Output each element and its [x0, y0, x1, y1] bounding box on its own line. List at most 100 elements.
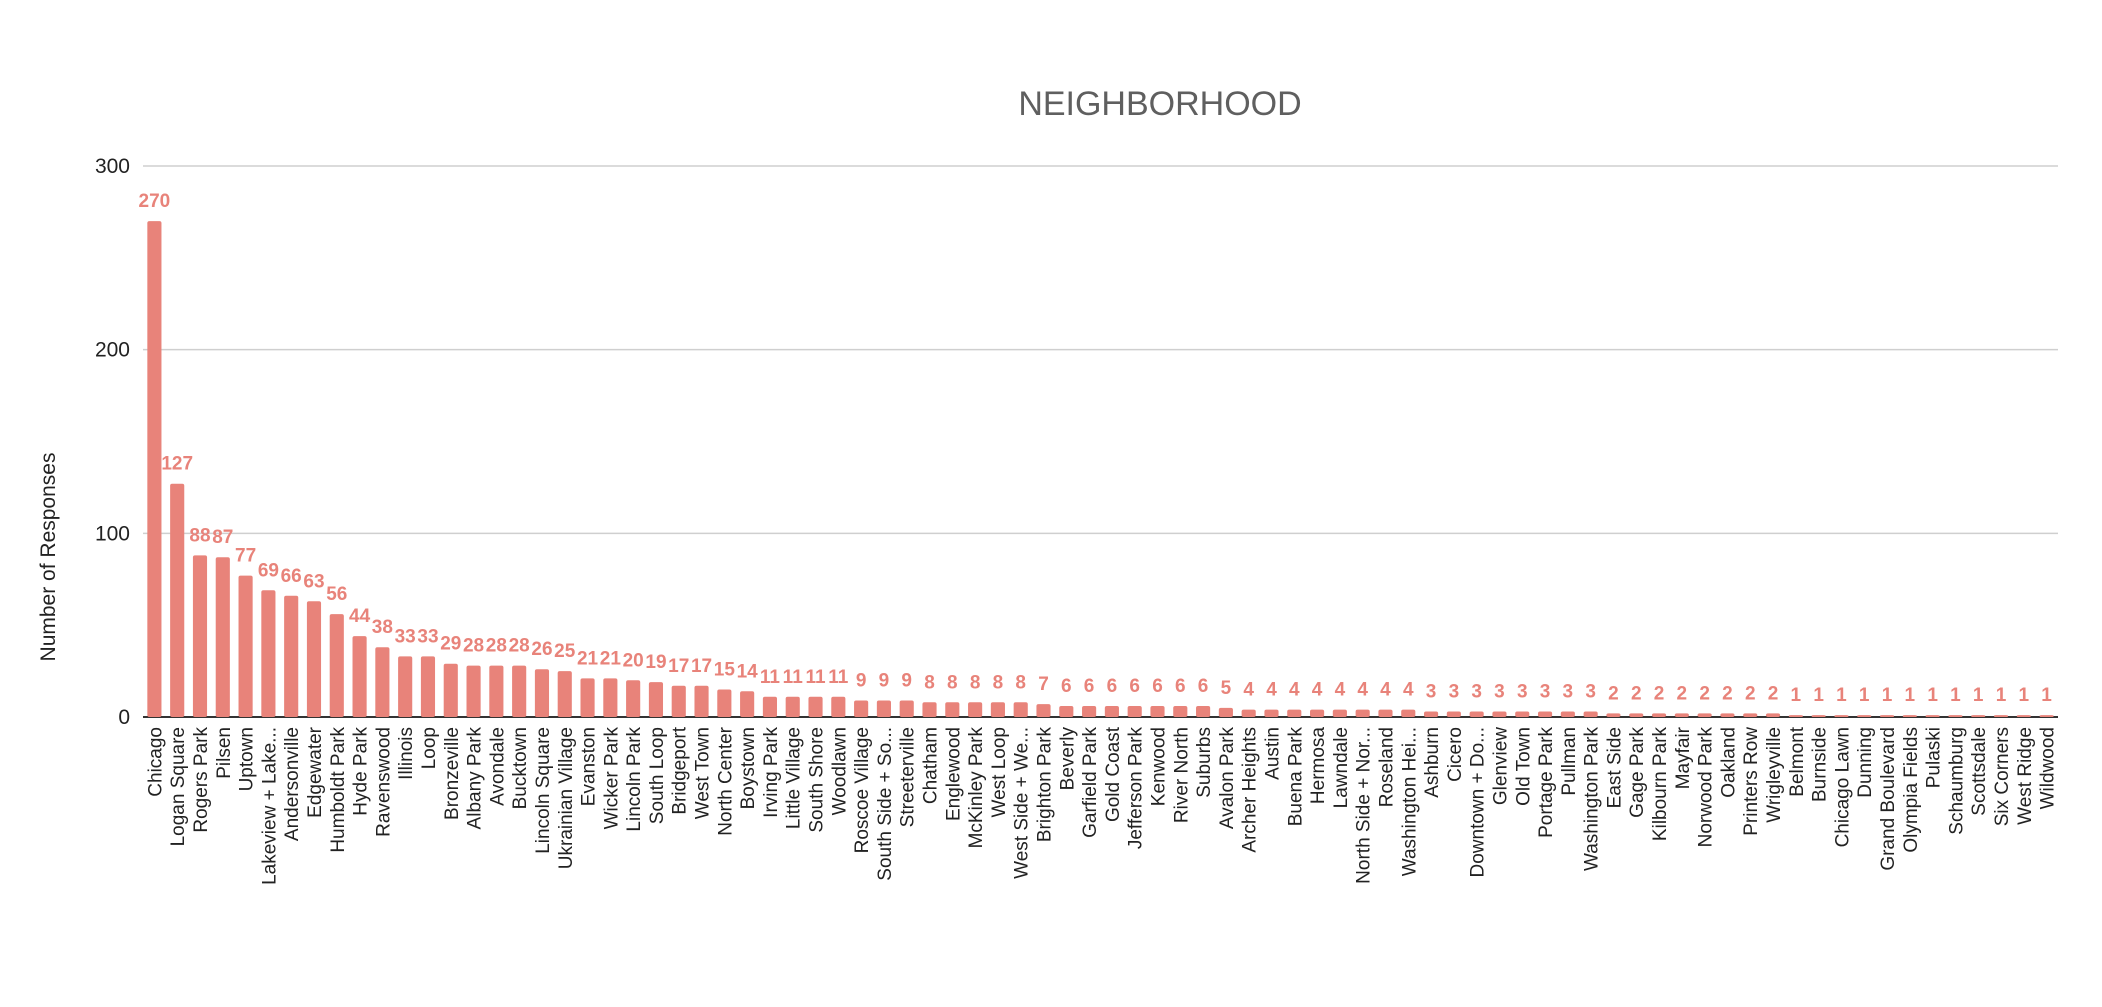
- data-label: 88: [189, 525, 210, 546]
- x-tick-label: Grand Boulevard: [1878, 727, 1899, 871]
- x-tick-label: Brighton Park: [1035, 727, 1056, 843]
- bar: [147, 221, 162, 717]
- bar: [1697, 713, 1712, 717]
- x-tick-label: Edgewater: [305, 726, 326, 818]
- y-tick-label: 300: [95, 155, 130, 178]
- bar: [899, 700, 914, 717]
- x-tick-label: Olympia Fields: [1901, 727, 1922, 853]
- bar: [1651, 713, 1667, 717]
- x-tick-label: Lincoln Square: [533, 727, 554, 854]
- x-tick-label: Englewood: [943, 727, 964, 821]
- data-label: 21: [577, 648, 599, 669]
- data-label: 8: [970, 672, 981, 693]
- bar: [1446, 711, 1461, 717]
- x-tick-label: Andersonville: [282, 727, 303, 841]
- x-tick-label: Streeterville: [898, 727, 919, 827]
- data-label: 28: [509, 636, 530, 657]
- bar: [1127, 705, 1142, 717]
- bar: [534, 669, 550, 717]
- bar: [329, 614, 344, 717]
- x-tick-label: North Center: [715, 726, 736, 835]
- x-tick-label: Lincoln Park: [624, 727, 645, 832]
- bar: [443, 663, 458, 717]
- data-label: 19: [645, 652, 666, 673]
- data-label: 7: [1038, 674, 1049, 695]
- bar: [1674, 713, 1689, 717]
- x-tick-label: Hermosa: [1308, 727, 1329, 805]
- bar: [945, 702, 960, 717]
- y-tick-label: 100: [95, 522, 130, 545]
- x-tick-label: McKinley Park: [966, 727, 987, 849]
- x-tick-label: Ravenswood: [373, 727, 394, 837]
- bar: [580, 678, 595, 717]
- bar: [1332, 709, 1347, 717]
- bar: [1036, 704, 1051, 717]
- bar: [1583, 711, 1598, 717]
- x-tick-label: North Side + Nor...: [1354, 727, 1375, 884]
- bar: [1196, 705, 1211, 717]
- data-label: 25: [554, 641, 576, 662]
- x-tick-label: Jefferson Park: [1126, 727, 1147, 850]
- bar: [831, 696, 846, 717]
- bar: [375, 647, 390, 717]
- data-label: 4: [1312, 680, 1323, 701]
- bar: [1401, 709, 1416, 717]
- bar: [1173, 705, 1188, 717]
- bar: [284, 595, 299, 717]
- data-label: 3: [1563, 681, 1574, 702]
- bar: [922, 702, 937, 717]
- bar: [1104, 705, 1119, 717]
- data-label: 1: [1973, 685, 1984, 706]
- x-tick-label: West Ridge: [2015, 727, 2036, 825]
- x-tick-label: Ukrainian Village: [556, 727, 577, 869]
- bar: [261, 590, 276, 717]
- x-tick-label: Burnside: [1810, 727, 1831, 802]
- bar: [1629, 713, 1644, 717]
- data-label: 2: [1745, 683, 1756, 704]
- x-tick-label: Archer Heights: [1240, 727, 1261, 853]
- data-label: 11: [828, 667, 849, 688]
- data-label: 6: [1175, 676, 1186, 697]
- bar: [557, 671, 572, 717]
- bar: [352, 636, 367, 717]
- x-tick-label: Printers Row: [1741, 727, 1762, 836]
- x-tick-label: Chatham: [921, 727, 942, 804]
- data-label: 69: [258, 560, 279, 581]
- data-label: 87: [212, 527, 233, 548]
- bar: [762, 696, 778, 717]
- x-tick-label: Bucktown: [510, 727, 531, 809]
- bar: [1150, 705, 1165, 717]
- y-axis-label: Number of Responses: [37, 453, 60, 662]
- bar: [717, 689, 732, 717]
- x-tick-label: Dunning: [1855, 727, 1876, 798]
- bar: [489, 665, 504, 717]
- data-label: 2: [1631, 683, 1642, 704]
- x-tick-label: Evanston: [579, 727, 600, 806]
- data-label: 2: [1608, 683, 1619, 704]
- x-tick-label: Boystown: [738, 727, 759, 809]
- data-label: 1: [1791, 685, 1802, 706]
- x-tick-label: West Loop: [989, 727, 1010, 817]
- x-tick-label: Lakeview + Lake...: [259, 727, 280, 885]
- x-tick-label: Pullman: [1559, 727, 1580, 796]
- data-label: 2: [1722, 683, 1733, 704]
- data-label: 77: [235, 546, 256, 567]
- x-tick-label: Schaumburg: [1946, 727, 1967, 835]
- x-tick-label: Bridgeport: [670, 726, 691, 814]
- x-tick-label: Ashburn: [1422, 727, 1443, 798]
- data-label: 2: [1768, 683, 1779, 704]
- x-tick-label: Kenwood: [1148, 727, 1169, 806]
- data-label: 11: [805, 667, 826, 688]
- bar: [1925, 715, 1940, 717]
- bar: [398, 656, 413, 717]
- data-label: 63: [303, 571, 324, 592]
- bar: [1743, 713, 1758, 717]
- bar: [466, 665, 481, 717]
- x-tick-label: Oakland: [1718, 727, 1739, 798]
- x-tick-label: Mayfair: [1673, 726, 1694, 789]
- data-label: 8: [1015, 672, 1026, 693]
- bar: [1310, 709, 1325, 717]
- gridlines: [143, 165, 2058, 718]
- y-tick-labels: 0 100 200 300: [95, 155, 130, 729]
